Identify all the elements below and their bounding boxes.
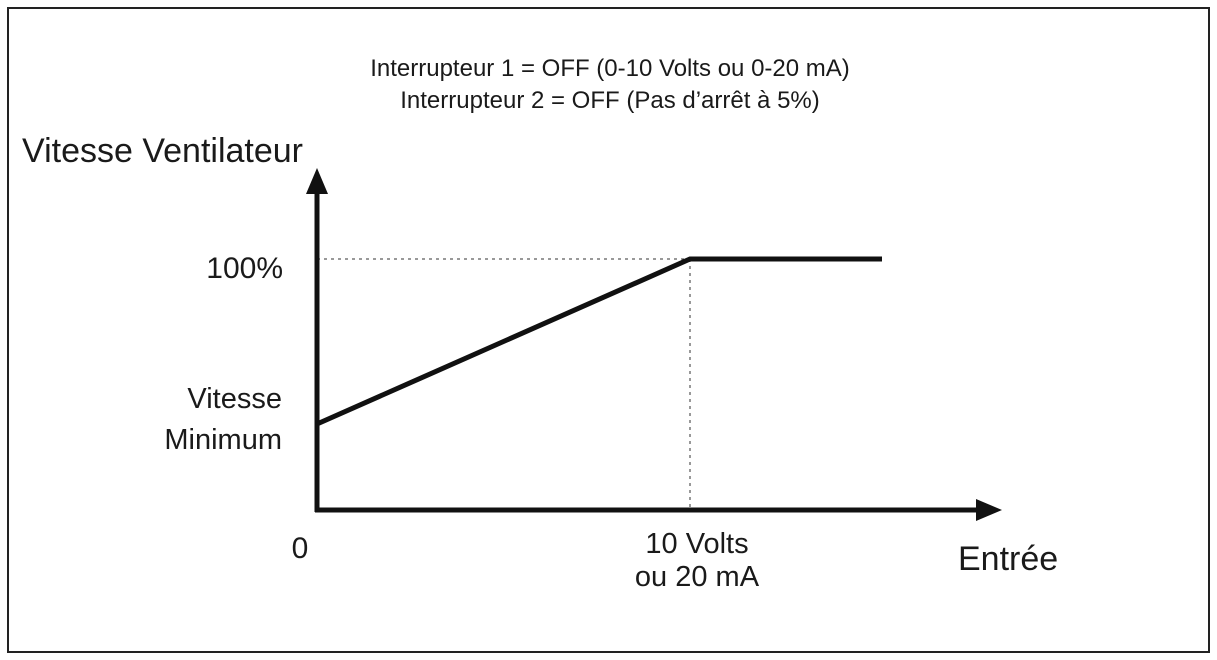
y-label-min: Vitesse	[187, 383, 282, 415]
x-label-origin: 0	[292, 532, 309, 565]
title-line: Interrupteur 1 = OFF (0-10 Volts ou 0-20…	[370, 55, 850, 82]
y-axis-arrow	[306, 168, 328, 194]
y-label-max: 100%	[206, 252, 283, 285]
response-curve	[315, 256, 882, 427]
x-label-max: 10 Volts	[645, 528, 748, 560]
x-axis-arrow	[976, 499, 1002, 521]
frame	[7, 7, 1210, 653]
x-label-max: ou 20 mA	[635, 561, 760, 593]
y-axis-label: Vitesse Ventilateur	[22, 132, 303, 170]
x-axis-label: Entrée	[958, 540, 1058, 578]
title-line: Interrupteur 2 = OFF (Pas d’arrêt à 5%)	[400, 87, 820, 114]
y-label-min: Minimum	[164, 424, 282, 456]
